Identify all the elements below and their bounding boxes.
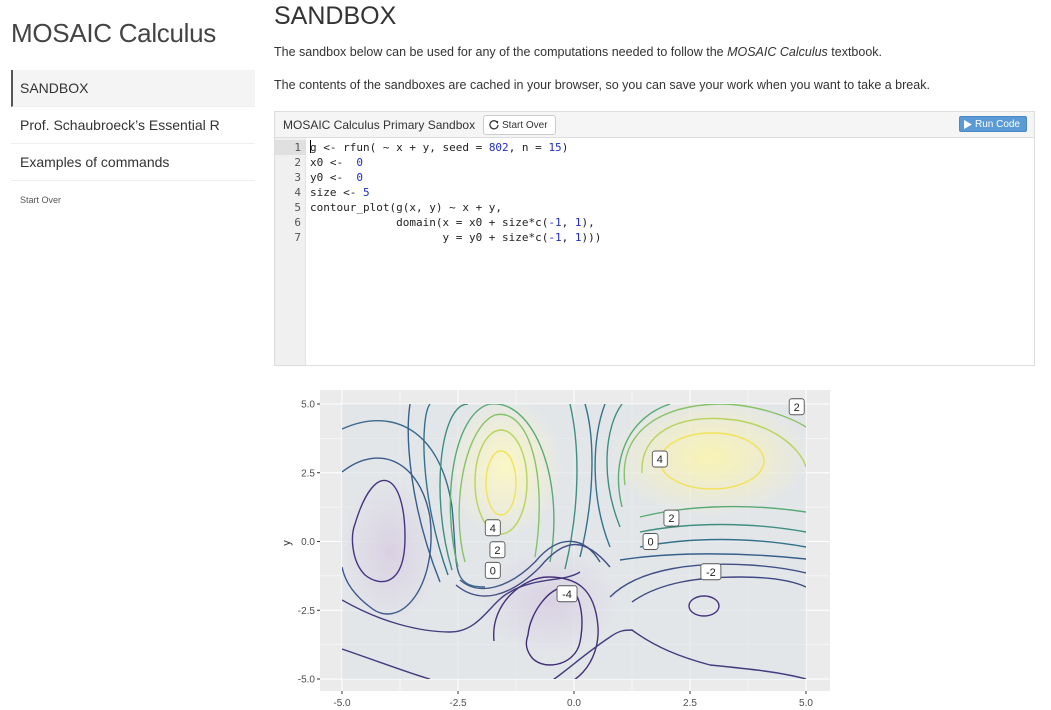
code-line[interactable]: 3 y0 <- 0 — [275, 170, 1034, 185]
code-line[interactable]: 5 contour_plot(g(x, y) ~ x + y, — [275, 200, 1034, 215]
sandbox-panel: MOSAIC Calculus Primary Sandbox Start Ov… — [274, 111, 1035, 366]
contour-label: 0 — [642, 533, 659, 550]
contour-label-box — [489, 541, 506, 559]
x-axis: -5.0 -2.5 0.0 2.5 5.0 — [333, 691, 813, 709]
x-tick-label: 0.0 — [567, 698, 581, 709]
code-line[interactable]: 4 size <- 5 — [275, 185, 1034, 200]
contour-label-box — [556, 585, 578, 603]
sandbox-title: MOSAIC Calculus Primary Sandbox — [283, 118, 476, 132]
contour-label: 0 — [484, 561, 501, 579]
contour-label-text: 2 — [668, 513, 674, 525]
refresh-icon — [489, 120, 499, 130]
line-number: 1 — [275, 140, 306, 155]
y-tick-label: 5.0 — [301, 400, 315, 411]
run-code-label: Run Code — [974, 118, 1020, 130]
sidebar-item-examples[interactable]: Examples of commands — [11, 144, 255, 181]
contour-lines — [342, 404, 806, 679]
run-code-button[interactable]: Run Code — [958, 116, 1027, 132]
contour-label-box — [700, 563, 722, 581]
contour-label: 2 — [489, 541, 506, 559]
site-title: MOSAIC Calculus — [11, 18, 216, 48]
start-over-label: Start Over — [502, 119, 548, 131]
code-lines[interactable]: 1 g <- rfun( ~ x + y, seed = 802, n = 15)… — [275, 140, 1034, 245]
line-number: 5 — [294, 201, 301, 214]
code-line[interactable]: 1 g <- rfun( ~ x + y, seed = 802, n = 15) — [275, 140, 1034, 155]
contour-label-box — [788, 398, 805, 416]
line-number-gutter — [275, 138, 306, 365]
code-text: contour_plot(g(x, y) ~ x + y, — [310, 201, 503, 214]
cache-note: The contents of the sandboxes are cached… — [274, 78, 930, 92]
y-tick-label: -2.5 — [298, 606, 316, 617]
intro-paragraph: The sandbox below can be used for any of… — [274, 45, 882, 59]
x-tick-label: 5.0 — [799, 698, 813, 709]
sandbox-header: MOSAIC Calculus Primary Sandbox Start Ov… — [275, 112, 1034, 138]
contour-label: 2 — [788, 398, 805, 416]
code-text: size <- 5 — [310, 186, 370, 199]
contour-label-text: 4 — [490, 523, 496, 535]
code-line[interactable]: 7 y = y0 + size*c(-1, 1))) — [275, 230, 1034, 245]
contour-labels: 2 4 2 0 -2 4 2 0 -4 — [484, 398, 805, 603]
x-tick-label: -2.5 — [449, 698, 467, 709]
code-editor[interactable]: 1 g <- rfun( ~ x + y, seed = 802, n = 15)… — [275, 138, 1034, 365]
contour-label-text: 4 — [657, 454, 663, 466]
x-tick-label: 2.5 — [683, 698, 697, 709]
y-tick-label: 2.5 — [301, 468, 315, 479]
contour-label-box — [642, 533, 659, 550]
code-line[interactable]: 6 domain(x = x0 + size*c(-1, 1), — [275, 215, 1034, 230]
contour-fill — [342, 404, 806, 679]
contour-label: -2 — [700, 563, 722, 581]
contour-label-box — [663, 509, 680, 527]
text-cursor — [310, 140, 311, 153]
code-line[interactable]: 2 x0 <- 0 — [275, 155, 1034, 170]
sidebar-nav: SANDBOX Prof. Schaubroeck’s Essential R … — [11, 70, 255, 181]
contour-label-text: -2 — [706, 567, 716, 579]
contour-label-box — [484, 519, 501, 537]
code-text: domain(x = x0 + size*c(-1, 1), — [310, 216, 595, 229]
sidebar-start-over-link[interactable]: Start Over — [20, 195, 62, 205]
y-tick-label: 0.0 — [301, 537, 315, 548]
line-number: 2 — [294, 156, 301, 169]
line-number: 6 — [294, 216, 301, 229]
contour-label: 2 — [663, 509, 680, 527]
sidebar-item-essential-r[interactable]: Prof. Schaubroeck’s Essential R — [11, 107, 255, 144]
play-icon — [963, 119, 972, 129]
contour-label-text: 2 — [794, 402, 800, 414]
code-text: y = y0 + size*c(-1, 1))) — [310, 231, 602, 244]
contour-label-text: 0 — [490, 565, 496, 577]
code-text: x0 <- 0 — [310, 156, 363, 169]
contour-label-text: -4 — [562, 589, 572, 601]
y-tick-label: -5.0 — [298, 675, 316, 686]
intro-text-after: textbook. — [827, 45, 883, 59]
contour-label: -4 — [556, 585, 578, 603]
line-number: 4 — [294, 186, 301, 199]
start-over-button[interactable]: Start Over — [483, 115, 556, 135]
line-number: 7 — [294, 231, 301, 244]
sidebar-item-sandbox[interactable]: SANDBOX — [11, 70, 255, 107]
x-tick-label: -5.0 — [333, 698, 351, 709]
contour-label-box — [484, 561, 501, 579]
contour-label-box — [651, 450, 668, 468]
line-number: 3 — [294, 171, 301, 184]
contour-label-text: 2 — [494, 545, 500, 557]
intro-text-before: The sandbox below can be used for any of… — [274, 45, 728, 59]
y-axis-label: y — [281, 540, 293, 546]
code-text: g <- rfun( ~ x + y, seed = 802, n = 15) — [310, 141, 569, 154]
contour-label: 4 — [484, 519, 501, 537]
y-axis: 5.0 2.5 0.0 -2.5 -5.0 — [298, 400, 320, 686]
code-text: y0 <- 0 — [310, 171, 363, 184]
contour-label-text: 0 — [647, 537, 653, 549]
textbook-name: MOSAIC Calculus — [727, 45, 828, 59]
page-title: SANDBOX — [274, 2, 397, 30]
contour-label: 4 — [651, 450, 668, 468]
